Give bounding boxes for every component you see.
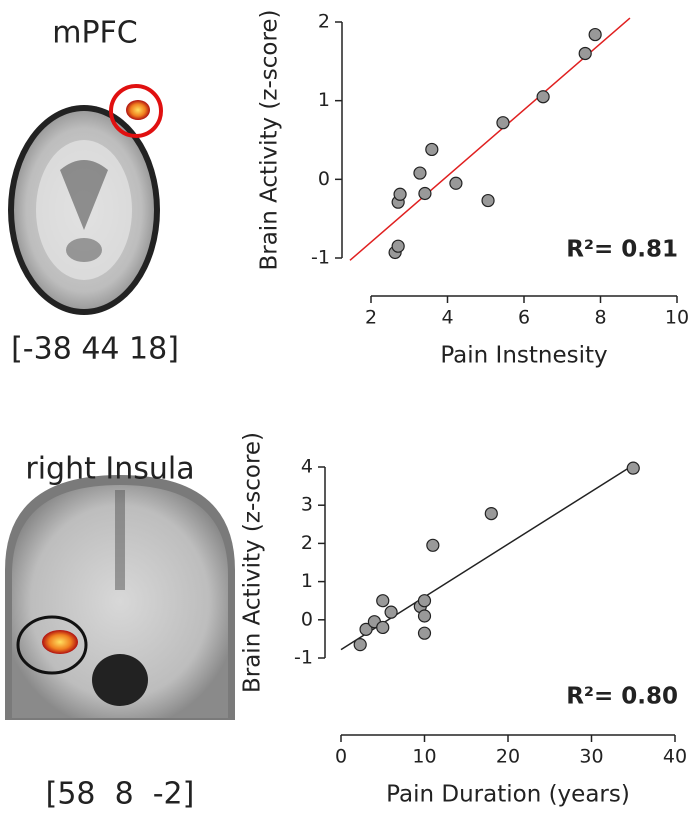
x-axis-label: Pain Duration (years) xyxy=(386,782,630,808)
point xyxy=(426,538,440,552)
point xyxy=(359,622,373,636)
point xyxy=(391,239,405,253)
y-tick-label: 3 xyxy=(301,494,313,516)
brain-coronal xyxy=(5,475,235,720)
x-tick-label: 20 xyxy=(496,746,520,768)
y-tick-label: 1 xyxy=(301,570,313,592)
y-tick-label: 0 xyxy=(301,608,313,630)
point xyxy=(376,594,390,608)
point xyxy=(496,116,510,130)
x-tick-label: 10 xyxy=(665,307,689,329)
point xyxy=(417,594,432,608)
fit-line xyxy=(340,464,634,651)
point xyxy=(536,90,550,104)
point xyxy=(417,609,432,623)
y-tick-label: 1 xyxy=(318,89,330,111)
point xyxy=(425,142,439,157)
point xyxy=(376,620,390,635)
point xyxy=(384,605,398,619)
x-tick-label: 40 xyxy=(663,746,687,768)
point xyxy=(588,27,602,42)
y-tick-label: -1 xyxy=(294,647,313,669)
region-label: right Insula xyxy=(25,452,194,487)
x-tick-label: 8 xyxy=(594,307,606,329)
annotation: R²= 0.80 xyxy=(566,684,678,710)
x-tick-label: 4 xyxy=(441,307,453,329)
y-tick-label: 2 xyxy=(301,532,313,554)
x-tick-label: 0 xyxy=(335,746,347,768)
region-coords: [-38 44 18] xyxy=(11,332,179,367)
x-tick-label: 30 xyxy=(579,746,603,768)
point xyxy=(481,193,495,208)
y-tick-label: 2 xyxy=(318,11,330,33)
x-axis-label: Pain Instnesity xyxy=(440,343,607,369)
point xyxy=(417,626,432,640)
region-label: mPFC xyxy=(52,16,138,51)
y-tick-label: 0 xyxy=(318,168,330,190)
point xyxy=(353,638,367,652)
x-tick-label: 10 xyxy=(412,746,436,768)
point xyxy=(413,166,427,180)
y-tick-label: -1 xyxy=(311,247,330,269)
point xyxy=(578,46,592,61)
y-axis-label: Brain Activity (z-score) xyxy=(257,9,283,270)
x-tick-label: 6 xyxy=(518,307,530,329)
point xyxy=(418,186,432,201)
point xyxy=(484,507,498,521)
y-axis-label: Brain Activity (z-score) xyxy=(240,432,266,693)
x-tick-label: 2 xyxy=(365,307,377,329)
region-coords: [58 8 -2] xyxy=(46,777,195,812)
point xyxy=(449,176,463,190)
point xyxy=(626,461,640,475)
brain-axial xyxy=(8,84,163,315)
y-tick-label: 4 xyxy=(301,456,313,478)
point xyxy=(393,187,407,201)
annotation: R²= 0.81 xyxy=(566,237,678,263)
